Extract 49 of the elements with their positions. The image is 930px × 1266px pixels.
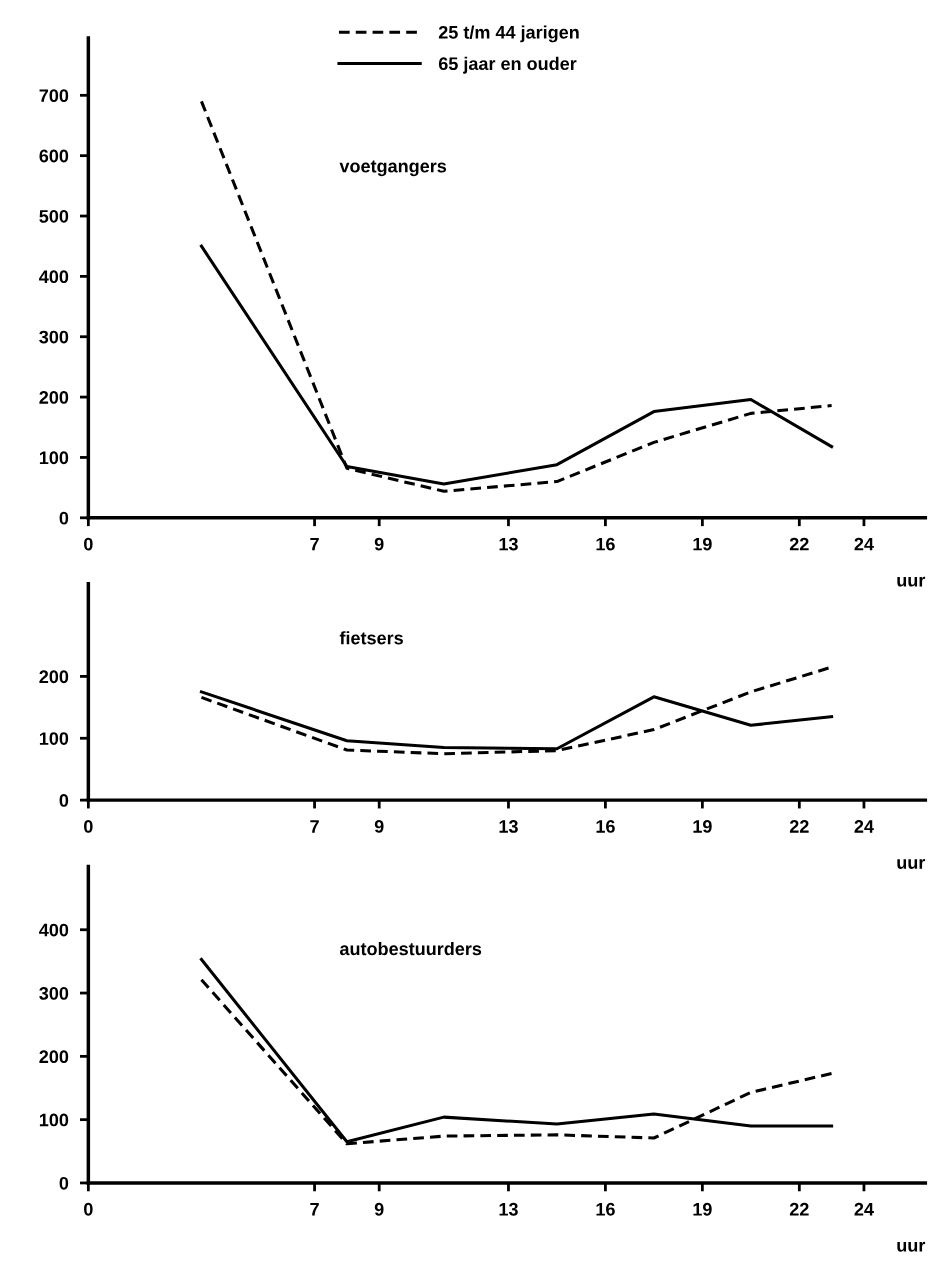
y-tick-label: 0 bbox=[59, 1176, 69, 1190]
y-tick-label: 100 bbox=[39, 451, 69, 465]
y-tick-label: 400 bbox=[39, 270, 69, 284]
y-tick-label: 100 bbox=[39, 1113, 69, 1127]
x-tick-label: 19 bbox=[693, 537, 712, 551]
x-tick-label: 7 bbox=[310, 1203, 319, 1216]
x-axis-title: uur bbox=[897, 1241, 926, 1252]
legend-label: 25 t/m 44 jarigen bbox=[438, 25, 579, 43]
y-tick-label: 0 bbox=[59, 794, 69, 807]
annotation: voetgangers bbox=[339, 160, 447, 177]
x-tick-label: 13 bbox=[499, 537, 518, 551]
y-tick-label: 200 bbox=[39, 670, 69, 684]
y-tick-label: 0 bbox=[59, 511, 69, 525]
x-tick-label: 7 bbox=[310, 820, 319, 833]
y-tick-label: 600 bbox=[39, 149, 69, 163]
x-tick-label: 9 bbox=[374, 537, 384, 551]
x-tick-label: 24 bbox=[854, 1202, 874, 1216]
x-tick-label: 19 bbox=[693, 820, 712, 833]
x-tick-label: 24 bbox=[854, 537, 874, 551]
y-tick-label: 200 bbox=[39, 1050, 69, 1064]
x-tick-label: 16 bbox=[596, 1202, 615, 1216]
x-tick-label: 0 bbox=[84, 537, 93, 551]
x-tick-label: 9 bbox=[374, 820, 384, 833]
y-tick-label: 200 bbox=[39, 391, 69, 404]
x-tick-label: 22 bbox=[789, 820, 809, 833]
y-tick-label: 400 bbox=[39, 923, 69, 937]
y-tick-label: 700 bbox=[39, 89, 69, 103]
x-axis-title: uur bbox=[897, 859, 926, 869]
x-tick-label: 0 bbox=[84, 820, 93, 833]
x-tick-label: 22 bbox=[789, 537, 809, 551]
y-tick-label: 300 bbox=[39, 986, 69, 1000]
x-tick-label: 24 bbox=[854, 820, 874, 833]
y-tick-label: 500 bbox=[39, 209, 69, 223]
y-tick-label: 300 bbox=[39, 330, 69, 344]
line-series bbox=[199, 99, 834, 493]
legend-label: 65 jaar en ouder bbox=[438, 56, 577, 74]
x-tick-label: 13 bbox=[499, 1202, 518, 1216]
x-tick-label: 13 bbox=[499, 820, 518, 833]
x-tick-label: 22 bbox=[789, 1202, 809, 1216]
y-tick-label: 100 bbox=[39, 732, 69, 745]
x-tick-label: 0 bbox=[84, 1202, 93, 1216]
x-axis-title: uur bbox=[897, 576, 926, 587]
x-tick-label: 7 bbox=[310, 537, 319, 551]
annotation: autobestuurders bbox=[339, 941, 482, 956]
x-tick-label: 19 bbox=[693, 1202, 712, 1216]
x-tick-label: 9 bbox=[374, 1202, 384, 1216]
annotation: fietsers bbox=[339, 631, 403, 645]
x-tick-label: 16 bbox=[596, 537, 615, 551]
x-tick-label: 16 bbox=[596, 820, 615, 833]
